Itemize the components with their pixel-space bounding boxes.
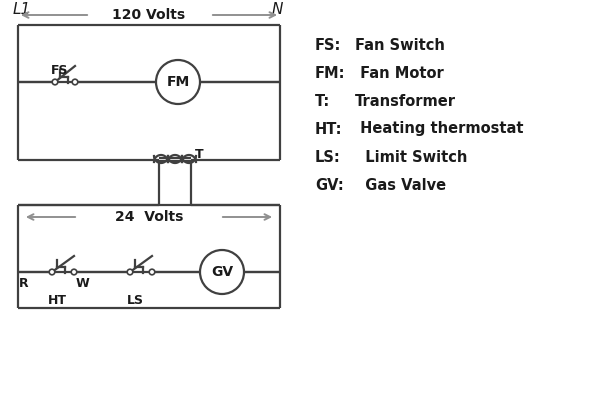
Text: LS:: LS: — [315, 150, 341, 164]
Text: GV:: GV: — [315, 178, 344, 192]
Text: Limit Switch: Limit Switch — [355, 150, 467, 164]
Text: T:: T: — [315, 94, 330, 108]
Text: L1: L1 — [13, 2, 31, 17]
Circle shape — [71, 269, 77, 275]
Text: 24  Volts: 24 Volts — [115, 210, 183, 224]
Circle shape — [49, 269, 55, 275]
Text: Fan Switch: Fan Switch — [355, 38, 445, 52]
Circle shape — [127, 269, 133, 275]
Text: Fan Motor: Fan Motor — [355, 66, 444, 80]
Text: FS: FS — [51, 64, 68, 77]
Text: R: R — [19, 277, 29, 290]
Circle shape — [156, 60, 200, 104]
Text: FM: FM — [166, 75, 189, 89]
Text: HT:: HT: — [315, 122, 343, 136]
Text: Transformer: Transformer — [355, 94, 456, 108]
Circle shape — [72, 79, 78, 85]
Text: 120 Volts: 120 Volts — [113, 8, 186, 22]
Text: N: N — [272, 2, 283, 17]
Text: Gas Valve: Gas Valve — [355, 178, 446, 192]
Text: GV: GV — [211, 265, 233, 279]
Text: LS: LS — [126, 294, 143, 307]
Text: FS:: FS: — [315, 38, 342, 52]
Text: Heating thermostat: Heating thermostat — [355, 122, 523, 136]
Circle shape — [52, 79, 58, 85]
Text: HT: HT — [48, 294, 67, 307]
Text: W: W — [76, 277, 90, 290]
Text: FM:: FM: — [315, 66, 346, 80]
Circle shape — [149, 269, 155, 275]
Text: T: T — [195, 148, 204, 162]
Circle shape — [200, 250, 244, 294]
